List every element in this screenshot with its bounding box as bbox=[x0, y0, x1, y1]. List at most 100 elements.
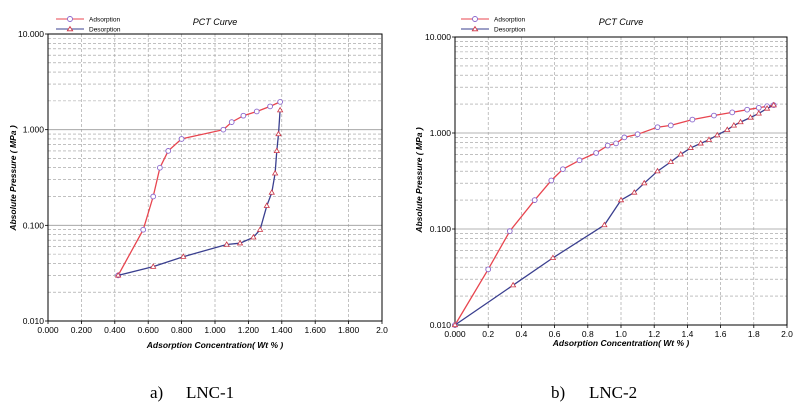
data-point-desorption bbox=[263, 202, 270, 208]
data-point-adsorption bbox=[576, 157, 583, 164]
data-point-adsorption bbox=[220, 126, 227, 133]
y-tick-label: 10.000 bbox=[18, 29, 44, 39]
caption-name-b: LNC-2 bbox=[589, 383, 637, 402]
data-point-adsorption bbox=[548, 177, 555, 184]
x-tick-label: 1.200 bbox=[238, 325, 260, 335]
x-tick-label: 1.6 bbox=[715, 329, 727, 339]
data-point-adsorption bbox=[253, 108, 260, 115]
chart-title: PCT Curve bbox=[193, 17, 238, 27]
data-point-desorption bbox=[697, 139, 704, 146]
data-point-adsorption bbox=[560, 166, 566, 173]
legend-marker-adsorption bbox=[472, 16, 478, 22]
data-point-adsorption bbox=[485, 266, 492, 273]
data-point-adsorption bbox=[667, 122, 674, 129]
data-point-desorption bbox=[268, 189, 275, 195]
data-point-desorption bbox=[654, 167, 661, 174]
data-point-desorption bbox=[451, 321, 459, 328]
legend: Adsorption Desorption bbox=[56, 16, 121, 34]
legend-marker-desorption bbox=[471, 25, 479, 32]
data-point-desorption bbox=[730, 122, 738, 128]
data-point-desorption bbox=[763, 105, 771, 111]
data-point-adsorption bbox=[689, 116, 696, 123]
y-axis-label: Absolute Pressure ( MPa ) bbox=[414, 127, 424, 234]
data-point-adsorption bbox=[157, 164, 163, 171]
x-tick-label: 0.800 bbox=[171, 325, 193, 335]
x-tick-label: 1.800 bbox=[338, 325, 360, 335]
x-tick-label: 1.400 bbox=[271, 325, 293, 335]
x-tick-label: 0.2 bbox=[482, 329, 494, 339]
x-tick-label: 1.2 bbox=[648, 329, 660, 339]
caption-letter-b: b) bbox=[551, 383, 565, 402]
x-tick-label: 1.0 bbox=[615, 329, 627, 339]
x-tick-label: 2.0 bbox=[781, 329, 793, 339]
data-point-adsorption bbox=[228, 119, 235, 125]
data-point-desorption bbox=[273, 147, 280, 153]
data-point-desorption bbox=[509, 281, 517, 288]
data-point-desorption bbox=[641, 179, 648, 186]
y-tick-label: 0.010 bbox=[23, 316, 45, 326]
chart-panel-lnc-2: PCT Curve Adsorption Concentration( Wt %… bbox=[414, 16, 793, 348]
data-point-adsorption bbox=[531, 197, 538, 203]
x-tick-label: 1.4 bbox=[681, 329, 693, 339]
data-point-adsorption bbox=[613, 140, 619, 147]
data-point-desorption bbox=[724, 126, 731, 132]
data-point-adsorption bbox=[634, 131, 641, 138]
data-point-desorption bbox=[276, 106, 284, 113]
x-tick-label: 0.6 bbox=[549, 329, 561, 339]
data-point-desorption bbox=[737, 118, 744, 125]
data-point-desorption bbox=[223, 241, 230, 247]
data-point-adsorption bbox=[604, 142, 611, 149]
data-point-adsorption bbox=[621, 134, 628, 141]
y-tick-label: 0.100 bbox=[23, 220, 45, 230]
series-line-desorption bbox=[454, 104, 774, 326]
data-point-desorption bbox=[549, 254, 557, 260]
series-line-adsorption bbox=[117, 101, 281, 276]
data-point-desorption bbox=[747, 114, 754, 120]
plot-area: 0.000 0.200 0.400 0.600 0.800 1.000 1.200 1.400… bbox=[18, 29, 388, 335]
y-tick-label: 0.100 bbox=[430, 224, 452, 234]
data-point-adsorption bbox=[729, 109, 736, 116]
data-point-desorption bbox=[667, 158, 674, 164]
x-tick-label: 0.400 bbox=[104, 325, 126, 335]
data-point-desorption bbox=[755, 110, 762, 116]
y-tick-label: 10.000 bbox=[425, 32, 451, 42]
data-point-desorption bbox=[236, 239, 244, 246]
x-axis-label: Adsorption Concentration( Wt % ) bbox=[146, 340, 284, 350]
y-tick-label: 0.010 bbox=[430, 320, 452, 330]
y-axis-label: Absolute Pressure ( MPa ) bbox=[8, 125, 18, 232]
x-tick-label: 0.8 bbox=[582, 329, 594, 339]
plot-frame bbox=[454, 36, 788, 326]
x-tick-label: 0.000 bbox=[444, 329, 466, 339]
legend: Adsorption Desorption bbox=[461, 16, 526, 34]
y-tick-label: 1.000 bbox=[23, 125, 45, 135]
x-tick-label: 1.8 bbox=[748, 329, 760, 339]
plot-area: 0.000 0.2 0.4 0.6 0.8 1.0 1.2 1.4 1.6 1.8 2.0 0.010… bbox=[425, 32, 793, 339]
data-point-adsorption bbox=[150, 193, 157, 200]
legend-label-adsorption: Adsorption bbox=[89, 17, 120, 24]
x-tick-label: 0.000 bbox=[37, 325, 59, 335]
y-tick-label: 1.000 bbox=[430, 128, 452, 138]
x-tick-label: 0.4 bbox=[515, 329, 527, 339]
data-point-desorption bbox=[180, 253, 187, 259]
x-tick-label: 0.600 bbox=[138, 325, 160, 335]
data-point-adsorption bbox=[744, 106, 751, 113]
chart-panel-lnc-1: PCT Curve Adsorption Concentration( Wt %… bbox=[8, 16, 388, 350]
data-point-desorption bbox=[601, 221, 608, 228]
data-point-desorption bbox=[631, 189, 638, 195]
data-point-desorption bbox=[275, 130, 282, 137]
x-tick-label: 2.0 bbox=[376, 325, 388, 335]
legend-marker-desorption bbox=[66, 25, 74, 32]
data-point-adsorption bbox=[140, 226, 147, 233]
data-point-adsorption bbox=[654, 124, 661, 131]
x-tick-label: 1.600 bbox=[305, 325, 327, 335]
data-point-desorption bbox=[250, 233, 257, 240]
chart-title: PCT Curve bbox=[599, 17, 644, 27]
data-point-desorption bbox=[705, 136, 713, 142]
data-point-desorption bbox=[770, 101, 777, 108]
data-point-adsorption bbox=[711, 112, 717, 119]
data-point-desorption bbox=[617, 196, 625, 203]
x-tick-label: 0.200 bbox=[71, 325, 93, 335]
data-point-adsorption bbox=[755, 104, 762, 111]
x-axis-label: Adsorption Concentration( Wt % ) bbox=[552, 338, 690, 348]
